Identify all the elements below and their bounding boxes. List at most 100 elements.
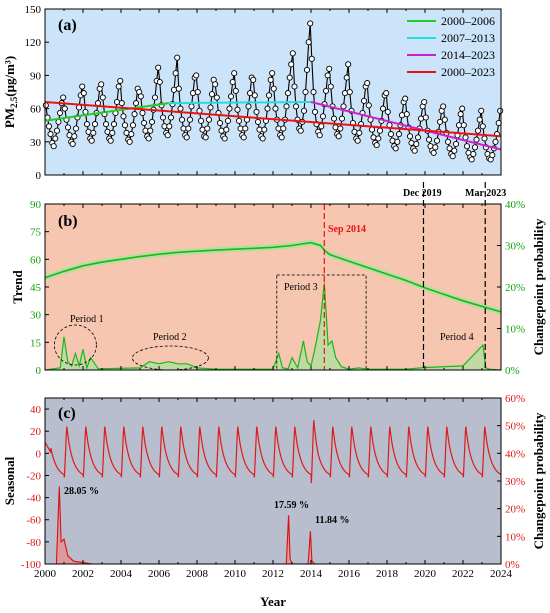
y-tick-label: 0: [36, 365, 42, 377]
pm25-point: [50, 143, 57, 150]
pm25-point: [425, 136, 433, 143]
y-tick-label: 20: [30, 426, 42, 438]
y-tick-label: 150: [25, 4, 42, 16]
trend-line-1: [44, 102, 169, 122]
pm25-point: [64, 124, 72, 131]
y2-tick-label: 30%: [505, 476, 525, 488]
pm25-point: [56, 109, 64, 117]
pm25-point: [227, 93, 235, 100]
panel-a-x-ticks: [44, 9, 502, 175]
y-tick-label: 75: [30, 227, 42, 239]
pm25-point: [422, 114, 429, 121]
pm25-point: [126, 138, 133, 145]
pm25-point: [474, 127, 482, 134]
x-tick-label-2018: 2018: [376, 568, 399, 580]
pm25-point: [202, 134, 209, 141]
pm25-point: [457, 111, 464, 118]
pm25-point: [110, 121, 118, 128]
pm25-point: [303, 66, 311, 73]
pm25-point: [232, 87, 239, 94]
pm25-point: [414, 134, 422, 141]
y2-tick-label: 60%: [505, 393, 525, 405]
panel-b-background: [45, 204, 501, 370]
period-1-ellipse: [54, 324, 97, 366]
panel-b: 0 15 30 45 60 75 90 0% 10% 20% 30% 40% (b) Trend C…: [10, 182, 546, 377]
pm25-point: [459, 105, 466, 112]
pm25-point: [91, 121, 99, 128]
pm25-point: [240, 134, 247, 141]
pm25-point: [452, 140, 460, 148]
pm25-point: [479, 123, 486, 130]
pm25-point: [140, 119, 148, 127]
pm25-point: [265, 92, 273, 99]
pm25-point: [411, 147, 418, 154]
y-tick-label: -80: [26, 537, 41, 549]
y2-tick-label: 10%: [505, 324, 525, 336]
changepoint-annotation-2: 17.59 %: [274, 500, 309, 511]
pm25-point: [310, 88, 317, 96]
pm25-point: [478, 107, 485, 114]
pm25-point: [332, 124, 339, 131]
pm25-point: [60, 94, 67, 101]
pm25-point: [197, 117, 205, 124]
pm25-point: [155, 64, 162, 71]
pm25-point: [90, 129, 97, 136]
y-tick-label: 90: [30, 199, 42, 211]
pm25-point: [376, 127, 384, 134]
pm25-point: [324, 72, 331, 79]
pm25-point: [270, 85, 277, 92]
pm25-point: [224, 117, 232, 124]
pm25-point: [318, 123, 325, 130]
x-tick-label-2022: 2022: [452, 568, 474, 580]
pm25-point: [379, 105, 387, 112]
pm25-point: [463, 143, 471, 150]
pm25-point: [289, 50, 296, 57]
pm25-point: [254, 118, 262, 125]
y-tick-label: 0: [36, 448, 42, 460]
pm25-point: [432, 144, 439, 151]
pm25-point: [264, 105, 271, 112]
pm25-point: [421, 98, 428, 106]
pm25-point: [408, 139, 415, 146]
changepoint-line: [44, 282, 502, 371]
legend-label-4: 2000–2023: [441, 65, 495, 79]
pm25-point: [80, 90, 87, 97]
pm25-point: [235, 117, 243, 124]
pm25-point: [392, 145, 399, 152]
y2-tick-label: 50%: [505, 421, 525, 433]
pm25-point: [326, 65, 333, 72]
pm25-point: [129, 122, 137, 129]
y-tick-label: 120: [25, 37, 42, 49]
trend-line: [44, 241, 502, 313]
pm25-point: [365, 102, 372, 109]
pm25-point: [259, 135, 266, 142]
pm25-point: [174, 54, 181, 61]
pm25-point: [147, 127, 154, 134]
pm25-point: [159, 114, 167, 121]
x-tick-label-2004: 2004: [110, 568, 133, 580]
period-1-label: Period 1: [70, 314, 104, 325]
pm25-point: [242, 125, 249, 132]
panel-c-x-ticks: 2000 2002 2004 2006 2008 2010 2012 2014 2016 2018…: [34, 398, 513, 580]
pm25-point: [83, 121, 91, 128]
pm25-point: [164, 132, 171, 139]
pm25-point: [88, 137, 95, 144]
pm25-point: [368, 126, 376, 133]
x-tick-label-2008: 2008: [186, 568, 209, 580]
pm25-point: [250, 76, 257, 83]
changepoint-annotation-1: 28.05 %: [64, 486, 99, 497]
x-tick-label-2000: 2000: [34, 568, 57, 580]
pm25-point: [375, 135, 382, 142]
pm25-point: [221, 135, 228, 142]
pm25-point: [351, 128, 358, 135]
y-tick-label: 30: [30, 310, 42, 322]
pm25-point: [308, 55, 315, 62]
pm25-point: [302, 88, 309, 96]
pm25-point: [251, 92, 258, 99]
pm25-point: [481, 135, 488, 142]
pm25-point: [120, 113, 127, 120]
pm25-point: [172, 70, 179, 77]
pm25-point: [175, 85, 182, 92]
pm25-point: [139, 109, 146, 117]
